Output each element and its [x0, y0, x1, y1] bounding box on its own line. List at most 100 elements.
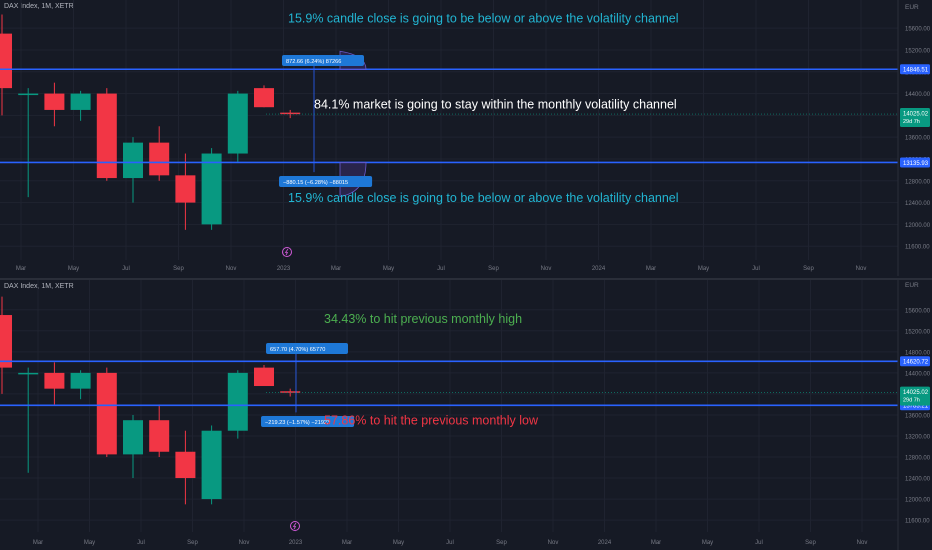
time-tick-label: Mar: [33, 540, 43, 546]
current-price-label: 14025.02: [903, 112, 929, 118]
time-tick-label: Jul: [437, 266, 445, 272]
current-price-label: 14025.02: [903, 390, 929, 396]
probability-annotation: 34.43% to hit previous monthly high: [324, 312, 522, 326]
top-chart-panel[interactable]: DAX Index, 1M, XETR 872.66 (6.24%) 87266…: [0, 0, 932, 278]
price-tick-label: 15200.00: [905, 329, 931, 335]
level-price-label: 14846.51: [903, 68, 929, 74]
price-tick-label: 14800.00: [905, 350, 931, 356]
measure-label: −219.23 (−1.57%) −21923: [265, 420, 330, 426]
panel-divider[interactable]: [0, 278, 932, 280]
candle-body[interactable]: [18, 93, 39, 96]
measure-label-box: [266, 343, 348, 354]
candle-body[interactable]: [280, 391, 301, 393]
price-tick-label: 11600.00: [905, 519, 930, 525]
price-tick-label: 13600.00: [905, 413, 931, 419]
probability-annotation: 84.1% market is going to stay within the…: [314, 97, 677, 111]
time-tick-label: Mar: [342, 540, 352, 546]
time-tick-label: Mar: [646, 266, 656, 272]
lightning-glyph: [284, 248, 289, 256]
time-tick-label: Sep: [803, 266, 814, 272]
level-price-badge: [900, 356, 930, 367]
price-tick-label: 12000.00: [905, 498, 931, 504]
time-tick-label: Jul: [755, 540, 763, 546]
lightning-event-icon[interactable]: [290, 521, 300, 531]
lightning-glyph: [292, 522, 297, 530]
time-tick-label: Nov: [857, 540, 868, 546]
time-tick-label: 2023: [277, 266, 291, 272]
price-tick-label: 15600.00: [905, 308, 931, 314]
price-tick-label: 12000.00: [905, 223, 931, 229]
candle-body[interactable]: [123, 420, 143, 455]
top-candlestick-chart[interactable]: 872.66 (6.24%) 87266 −880.15 (−6.28%) −88…: [0, 0, 932, 278]
candle-body[interactable]: [44, 93, 65, 110]
time-tick-label: Jul: [122, 266, 130, 272]
candle-body[interactable]: [96, 93, 117, 179]
candle-body[interactable]: [254, 88, 274, 108]
candle-body[interactable]: [18, 372, 39, 375]
candle-body[interactable]: [149, 142, 170, 176]
time-tick-label: Nov: [226, 266, 237, 272]
candle-body[interactable]: [123, 142, 143, 179]
candle-body[interactable]: [96, 372, 117, 455]
candle-body[interactable]: [175, 451, 196, 479]
time-tick-label: May: [698, 266, 709, 272]
lightning-event-icon[interactable]: [282, 247, 292, 257]
level-price-label: 13135.93: [903, 161, 929, 167]
time-tick-label: 2024: [598, 540, 612, 546]
price-tick-label: 12800.00: [905, 179, 931, 185]
measure-label: −880.15 (−6.28%) −88015: [283, 180, 348, 186]
time-tick-label: 2024: [592, 266, 606, 272]
time-tick-label: Nov: [548, 540, 559, 546]
candle-body[interactable]: [44, 372, 65, 389]
measure-label: 872.66 (6.24%) 87266: [286, 59, 341, 65]
time-tick-label: Sep: [187, 540, 198, 546]
time-tick-label: 2023: [289, 540, 303, 546]
price-tick-label: 13600.00: [905, 136, 931, 142]
level-price-badge: [900, 64, 930, 75]
time-tick-label: Sep: [805, 540, 816, 546]
price-tick-label: 12800.00: [905, 456, 931, 462]
time-tick-label: Jul: [446, 540, 454, 546]
candle-body[interactable]: [280, 112, 301, 115]
probability-annotation: 15.9% candle close is going to be below …: [288, 191, 679, 205]
time-tick-label: May: [84, 540, 95, 546]
bottom-candlestick-chart[interactable]: 657.70 (4.70%) 65770 −219.23 (−1.57%) −21…: [0, 280, 932, 550]
time-tick-label: Jul: [137, 540, 145, 546]
candle-body[interactable]: [201, 430, 222, 500]
measure-label-box: [261, 416, 355, 427]
time-tick-label: Jul: [752, 266, 760, 272]
price-axis[interactable]: [898, 0, 932, 276]
price-axis[interactable]: [898, 280, 932, 550]
time-tick-label: Mar: [331, 266, 341, 272]
currency-label: EUR: [905, 282, 919, 289]
candle-body[interactable]: [254, 367, 274, 387]
time-tick-label: Nov: [856, 266, 867, 272]
time-tick-label: May: [383, 266, 394, 272]
candle-body[interactable]: [0, 315, 12, 368]
current-price-badge: [900, 386, 930, 406]
probability-annotation: 15.9% candle close is going to be below …: [288, 12, 679, 26]
candle-body[interactable]: [227, 93, 248, 154]
candle-body[interactable]: [175, 175, 196, 203]
price-tick-label: 12400.00: [905, 477, 931, 483]
price-tick-label: 11600.00: [905, 245, 930, 251]
chart-symbol-title: DAX Index, 1M, XETR: [4, 283, 74, 290]
bottom-chart-panel[interactable]: DAX Index, 1M, XETR 657.70 (4.70%) 65770…: [0, 280, 932, 550]
currency-label: EUR: [905, 4, 919, 11]
candle-body[interactable]: [0, 33, 12, 89]
chart-symbol-title: DAX Index, 1M, XETR: [4, 3, 74, 10]
time-tick-label: Sep: [488, 266, 499, 272]
price-tick-label: 14400.00: [905, 371, 931, 377]
bar-countdown-label: 29d 7h: [903, 398, 920, 404]
candle-body[interactable]: [227, 372, 248, 431]
time-tick-label: May: [68, 266, 79, 272]
candle-body[interactable]: [70, 93, 91, 110]
candle-body[interactable]: [70, 372, 91, 389]
candle-body[interactable]: [201, 153, 222, 225]
measure-label-box: [279, 176, 373, 187]
probability-annotation: 57.86% to hit the previous monthly low: [324, 413, 539, 427]
level-price-label: 14620.72: [903, 360, 929, 366]
price-tick-label: 15200.00: [905, 48, 931, 54]
time-tick-label: Sep: [496, 540, 507, 546]
candle-body[interactable]: [149, 420, 170, 452]
